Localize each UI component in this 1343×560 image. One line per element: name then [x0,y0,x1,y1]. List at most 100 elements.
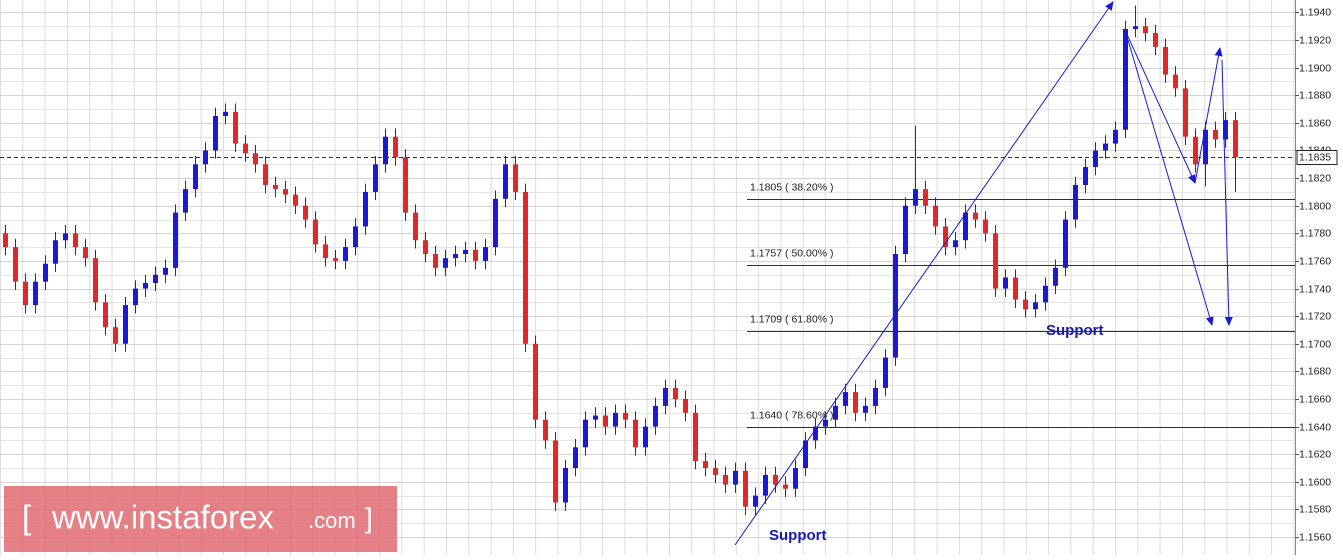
candle-body [1053,267,1058,286]
candle-body [1013,277,1018,300]
candle-body [93,258,98,303]
candle-body [213,115,218,151]
candle-body [953,240,958,248]
candle-body [1043,285,1048,303]
watermark-text: [ [22,499,31,536]
candle-body [23,281,28,306]
candle-body [383,136,388,165]
candle-body [523,191,528,344]
candle-body [733,470,738,485]
candle-body [813,426,818,441]
candle-body [843,392,848,406]
candle-body [203,150,208,165]
candle-body [803,440,808,469]
candle-body [123,305,128,344]
candle-body [493,198,498,248]
candle-body [193,164,198,190]
y-tick-label: 1.1900 [1299,62,1331,74]
annotation: Support [1046,322,1104,339]
candle-body [703,461,708,469]
y-tick-label: 1.1880 [1299,89,1331,101]
candle-body [1183,88,1188,137]
y-tick-label: 1.1640 [1299,421,1331,433]
current-price-box [1296,150,1338,165]
candle-body [1213,129,1218,140]
current-price-label: 1.1835 [1299,151,1331,163]
candle-body [1123,28,1128,130]
candle-body [773,474,778,485]
candle-body [1203,129,1208,165]
candle-body [33,281,38,306]
y-tick-label: 1.1820 [1299,172,1331,184]
candle-body [433,254,438,268]
candle-body [283,189,288,195]
arrow [1124,29,1196,184]
candle-body [923,189,928,206]
candle-body [153,274,158,284]
candle-body [73,233,78,248]
candle-body [353,226,358,248]
candle-body [583,419,588,448]
wave-arrows [734,1,1233,546]
candle-body [263,164,268,185]
candle-body [83,247,88,259]
candle-body [643,426,648,448]
candle-body [363,191,368,227]
candle-body [1033,302,1038,310]
candle-body [1023,299,1028,310]
candle-body [943,226,948,248]
candle-body [303,205,308,220]
candle-body [823,419,828,427]
candle-body [243,143,248,154]
candle-body [563,468,568,503]
candle-body [973,212,978,220]
y-tick-label: 1.1760 [1299,255,1331,267]
candle-body [133,288,138,306]
candle-body [443,258,448,268]
candle-body [603,415,608,427]
y-tick-label: 1.1920 [1299,34,1331,46]
watermark-text: ] [365,502,373,533]
candle-body [183,189,188,213]
candle-body [983,219,988,234]
y-tick-label: 1.1680 [1299,365,1331,377]
candle-body [233,111,238,144]
candle-body [1103,143,1108,151]
candle-body [683,398,688,413]
candle-body [763,474,768,496]
candle-body [1143,26,1148,34]
candle-body [743,470,748,507]
y-tick-label: 1.1800 [1299,200,1331,212]
candle-body [553,440,558,503]
fib-label: 1.1805 ( 38.20% ) [750,181,833,193]
candle-body [343,247,348,261]
candle-body [3,233,8,248]
candle-body [223,111,228,116]
candle-body [633,419,638,448]
levels: 1.1805 ( 38.20% ) 1.1757 ( 50.00% ) 1.1709… [0,157,1295,428]
watermark-text: .com [308,508,356,533]
candles [3,5,1238,515]
y-tick-label: 1.1660 [1299,393,1331,405]
candle-body [143,283,148,289]
candle-body [1223,120,1228,140]
candle-body [753,495,758,507]
y-tick-label: 1.1580 [1299,503,1331,515]
watermark-box [4,486,397,552]
candle-body [473,249,478,261]
price-axis: 1.1560 1.1580 1.1600 1.1620 1.1640 1.1660 1.16… [1295,6,1338,543]
candle-body [1073,185,1078,220]
candle-body [543,419,548,441]
candle-body [893,254,898,358]
candle-body [783,484,788,489]
candle-body [43,263,48,282]
candle-body [663,387,668,406]
candle-body [1173,74,1178,89]
candle-body [463,249,468,255]
candle-body [413,212,418,241]
candle-body [833,405,838,420]
candle-body [1193,136,1198,165]
candle-body [613,412,618,427]
candle-body [1133,26,1138,29]
arrow [1194,47,1223,184]
